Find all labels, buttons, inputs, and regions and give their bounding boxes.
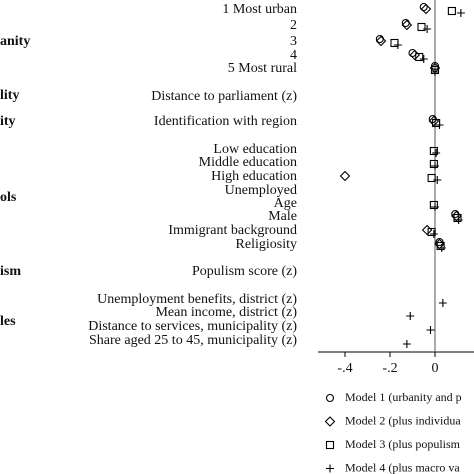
legend-marker — [325, 393, 335, 403]
point — [435, 121, 444, 129]
point — [431, 162, 439, 170]
row-label: 3 — [290, 34, 297, 49]
point — [406, 312, 415, 320]
legend-marker — [324, 416, 336, 427]
point — [427, 173, 436, 183]
row-label: 1 Most urban — [222, 2, 297, 17]
legend-label: Model 2 (plus individua — [345, 413, 461, 427]
point — [421, 224, 433, 236]
point — [429, 200, 438, 210]
row-label: Distance to parliament (z) — [151, 89, 297, 104]
row-label: Share aged 25 to 45, municipality (z) — [89, 333, 297, 348]
group-label: anity — [0, 34, 30, 49]
row-label: Low education — [213, 142, 297, 157]
point — [423, 25, 432, 33]
row-label: 5 Most rural — [228, 61, 297, 76]
row-label: 2 — [290, 18, 297, 33]
point — [431, 203, 439, 211]
row-label: Middle education — [199, 155, 297, 170]
point — [401, 19, 413, 31]
point — [453, 213, 462, 223]
point — [375, 35, 387, 47]
point — [433, 176, 442, 184]
point — [427, 227, 436, 237]
point — [429, 230, 438, 238]
row-label: Age — [274, 196, 297, 211]
group-label: ity — [0, 114, 16, 129]
point — [432, 149, 441, 157]
point — [420, 3, 432, 15]
legend-label: Model 3 (plus populism — [345, 437, 461, 451]
point — [339, 170, 351, 182]
point — [417, 22, 426, 32]
x-tick-label: -.4 — [337, 361, 352, 376]
point — [428, 115, 440, 127]
point — [451, 210, 462, 222]
point — [454, 216, 463, 224]
point — [419, 55, 428, 63]
point — [393, 41, 402, 49]
row-label: Immigrant background — [168, 223, 297, 238]
point — [429, 146, 438, 156]
x-tick-label: 0 — [432, 361, 439, 376]
legend-label: Model 1 (urbanity and p — [345, 390, 462, 404]
point — [447, 6, 456, 16]
group-label: les — [0, 314, 16, 329]
row-label: High education — [211, 169, 297, 184]
group-label: lity — [0, 88, 19, 103]
point — [429, 159, 438, 169]
group-label: ols — [0, 190, 17, 205]
row-label: 4 — [290, 48, 297, 63]
row-label: Mean income, district (z) — [155, 305, 297, 320]
legend-label: Model 4 (plus macro va — [345, 460, 460, 474]
group-label: ism — [0, 264, 21, 279]
row-label: Unemployment benefits, district (z) — [97, 292, 297, 307]
row-label: Religiosity — [236, 237, 297, 252]
point — [402, 340, 411, 348]
row-label: Unemployed — [225, 183, 297, 198]
point — [415, 52, 424, 62]
point — [438, 299, 447, 307]
legend-marker — [326, 464, 334, 473]
point — [437, 244, 446, 252]
point — [456, 9, 465, 17]
point — [436, 241, 445, 251]
x-tick-label: -.2 — [382, 361, 397, 376]
point — [426, 326, 435, 334]
row-label: Populism score (z) — [192, 264, 297, 279]
row-label: Distance to services, municipality (z) — [88, 319, 297, 334]
row-label: Identification with region — [154, 114, 297, 129]
point — [431, 68, 439, 76]
row-label: Male — [268, 209, 297, 224]
legend-marker — [325, 440, 335, 450]
